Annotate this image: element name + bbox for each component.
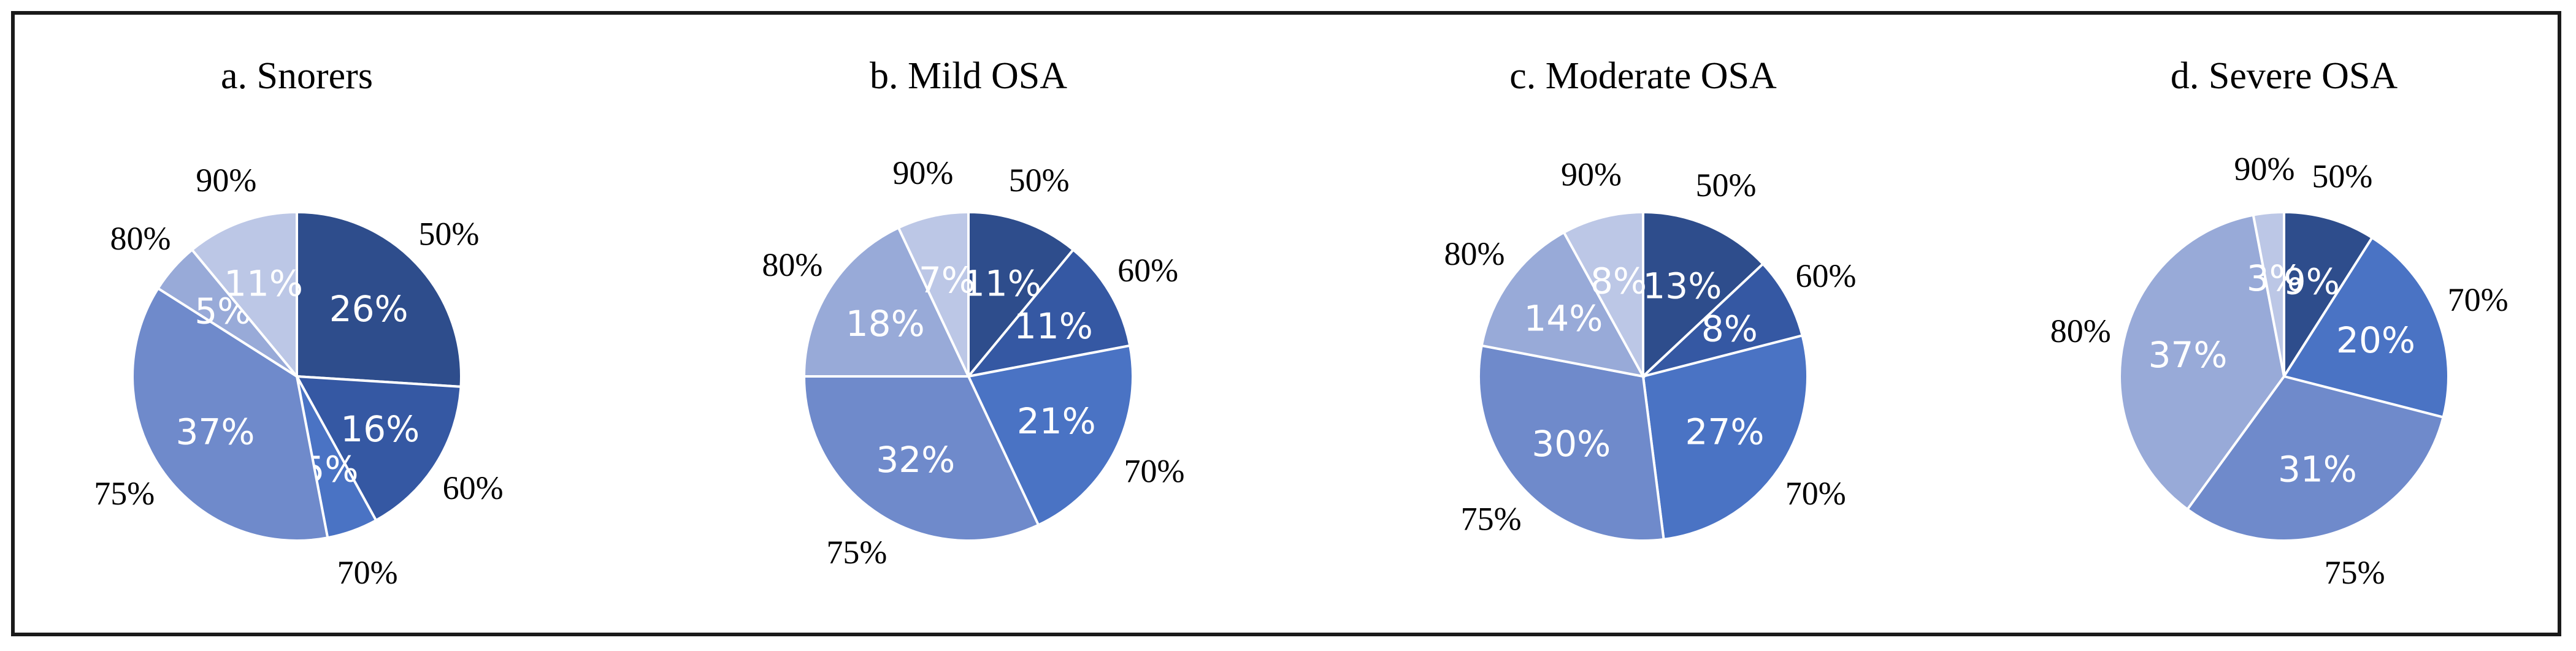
- pie-slice: [967, 210, 1075, 380]
- pie-slice: [2252, 210, 2285, 377]
- slice-value-label: 31%: [2278, 448, 2357, 490]
- slice-value-label: 32%: [876, 439, 955, 481]
- slice-value-label: 11%: [1014, 305, 1093, 347]
- slice-value-label: 3%: [2247, 257, 2303, 299]
- slice-category-label: 90%: [2234, 151, 2295, 188]
- pie-slice: [1562, 210, 1644, 377]
- slice-category-label: 70%: [1124, 452, 1184, 489]
- slice-value-label: 8%: [1590, 260, 1647, 302]
- pie-slice: [2282, 235, 2450, 419]
- pie-slice: [965, 248, 1132, 379]
- pie-slice: [1642, 210, 1765, 379]
- pie-title: c. Moderate OSA: [1509, 55, 1777, 97]
- slice-category-label: 60%: [1117, 252, 1178, 289]
- slice-category-label: 50%: [2312, 158, 2372, 195]
- slice-category-label: 75%: [2325, 554, 2385, 591]
- slice-value-label: 18%: [846, 303, 925, 345]
- pie-slice: [897, 210, 970, 377]
- slice-category-label: 75%: [94, 475, 155, 512]
- slice-category-label: 50%: [1696, 167, 1757, 204]
- slice-value-label: 11%: [962, 263, 1041, 305]
- pie-title: d. Severe OSA: [2171, 55, 2398, 97]
- slice-value-label: 21%: [1017, 400, 1096, 442]
- pie-chart-1: a. Snorers26%50%16%60%5%70%37%75%5%80%11…: [94, 55, 503, 591]
- slice-value-label: 13%: [1643, 265, 1722, 306]
- slice-category-label: 70%: [337, 554, 398, 591]
- pie-slice: [1478, 344, 1665, 542]
- pie-chart-2: b. Mild OSA 11% 50% 11% 60% 21% 70% 32% 75% 18% 80…: [762, 55, 1184, 571]
- pie-slice: [1480, 230, 1646, 378]
- slice-category-label: 60%: [443, 470, 504, 506]
- slice-category-label: 75%: [826, 534, 887, 571]
- slice-value-label: 9%: [2283, 261, 2340, 303]
- pie-chart-3: c. Moderate OSA 13% 50% 8% 60% 27% 70% 30%75% 14…: [1444, 55, 1856, 542]
- slice-category-label: 90%: [1561, 156, 1622, 193]
- slice-category-label: 70%: [2448, 281, 2509, 318]
- slice-category-label: 80%: [110, 220, 171, 257]
- pie-slice: [2185, 375, 2445, 542]
- pie-slice: [2283, 210, 2374, 381]
- slice-value-label: 26%: [329, 288, 408, 330]
- slice-value-label: 30%: [1531, 423, 1611, 465]
- slice-category-label: 80%: [1444, 235, 1505, 272]
- slice-category-label: 70%: [1785, 475, 1846, 512]
- pie-slice: [190, 210, 298, 380]
- slice-value-label: 11%: [224, 263, 303, 305]
- slice-category-label: 75%: [1461, 501, 1522, 538]
- slice-category-label: 80%: [762, 246, 822, 283]
- slice-value-label: 7%: [919, 259, 975, 301]
- pie-slice: [296, 210, 462, 388]
- pie-slice: [294, 375, 462, 522]
- pie-title: a. Snorers: [221, 55, 373, 97]
- slice-value-label: 37%: [176, 411, 255, 452]
- slice-value-label: 14%: [1524, 297, 1603, 339]
- figure-frame: a. Snorers 26% 50% 16% 60% 5% 70% 37% 75% 5% 80% 11…: [11, 11, 2561, 636]
- pie-charts: a. Snorers26%50%16%60%5%70%37%75%5%80%11…: [94, 55, 2509, 591]
- slice-category-label: 50%: [418, 215, 479, 252]
- pie-slice: [802, 226, 971, 378]
- slice-category-label: 80%: [2050, 313, 2111, 349]
- slice-value-label: 8%: [1701, 308, 1758, 350]
- slice-value-label: 27%: [1685, 411, 1765, 452]
- pie-title: b. Mild OSA: [870, 55, 1067, 97]
- slice-value-label: 37%: [2149, 334, 2228, 376]
- pie-slice: [131, 286, 329, 542]
- slice-value-label: 20%: [2336, 319, 2415, 361]
- pie-slice: [802, 375, 1040, 542]
- pie-chart-4: d. Severe OSA 9% 50% 20% 70% 31% 75% 37% 80% 3% 90…: [2050, 55, 2509, 591]
- slice-category-label: 50%: [1009, 162, 1070, 199]
- pie-slice: [967, 344, 1134, 527]
- pie-slice: [1641, 333, 1809, 541]
- pie-slice: [2118, 213, 2286, 511]
- slice-value-label: 16%: [340, 408, 420, 450]
- slice-category-label: 90%: [892, 154, 953, 191]
- slice-category-label: 60%: [1795, 257, 1856, 294]
- slice-category-label: 90%: [196, 162, 256, 199]
- pie-slice: [1642, 262, 1804, 378]
